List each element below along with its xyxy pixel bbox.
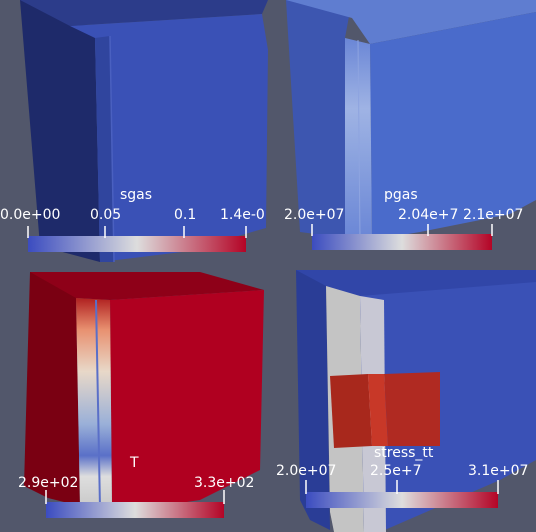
sgas-block-front: [70, 14, 268, 262]
T-block-side: [24, 272, 80, 506]
view-sgas[interactable]: [20, 0, 268, 263]
T-edge: [95, 299, 101, 509]
T-block-hot-strip: [76, 298, 112, 508]
sgas-tick-label: 0.1: [174, 207, 197, 223]
T-tick-label: 3.3e+02: [194, 475, 255, 491]
stress-tick-label: 3.1e+07: [468, 463, 529, 479]
T-block-top: [30, 272, 264, 300]
sgas-colorbar-ticks: [27, 226, 247, 238]
view-pgas[interactable]: [286, 0, 536, 240]
T-tick-label: 2.9e+02: [18, 475, 79, 491]
view-T[interactable]: [24, 272, 264, 512]
T-colorbar-title: T: [130, 455, 139, 471]
pgas-tick-label: 2.0e+07: [284, 207, 345, 223]
stress-tick-label: 2.5e+7: [370, 463, 422, 479]
sgas-tick-label: 0.05: [90, 207, 122, 223]
stress-hot-region-2: [368, 374, 388, 446]
stress-colorbar: [306, 492, 498, 508]
T-colorbar: [46, 502, 224, 518]
pgas-colorbar-ticks: [311, 224, 493, 236]
stress-colorbar-ticks: [305, 480, 499, 494]
pgas-colorbar-title: pgas: [384, 187, 418, 203]
sgas-colorbar-title: sgas: [120, 187, 153, 203]
view-stress_tt[interactable]: [296, 270, 536, 532]
pgas-colorbar: [312, 234, 492, 250]
sgas-tick-label: 1.4e-0: [220, 207, 265, 223]
pgas-tick-label: 2.1e+07: [463, 207, 524, 223]
pgas-block-top: [286, 0, 536, 44]
stress-tick-label: 2.0e+07: [276, 463, 337, 479]
sgas-block-top: [20, 0, 268, 26]
pgas-edge: [357, 39, 361, 240]
stress-block-side: [296, 270, 330, 530]
pgas-block-front: [370, 12, 536, 240]
T-colorbar-ticks: [45, 490, 225, 504]
sgas-edge: [109, 35, 115, 263]
stress-hot-front: [384, 372, 440, 446]
stress-block-front: [360, 282, 536, 532]
sgas-tick-label: 0.0e+00: [0, 207, 61, 223]
sgas-block-side: [20, 0, 100, 262]
sgas-colorbar: [28, 236, 246, 252]
sgas-block-strip: [95, 36, 114, 262]
stress-hot-region: [330, 374, 372, 448]
pgas-block-side: [286, 0, 352, 238]
stress-colorbar-title: stress_tt: [374, 445, 434, 461]
T-block-front: [110, 290, 264, 512]
pgas-tick-label: 2.04e+7: [398, 207, 459, 223]
